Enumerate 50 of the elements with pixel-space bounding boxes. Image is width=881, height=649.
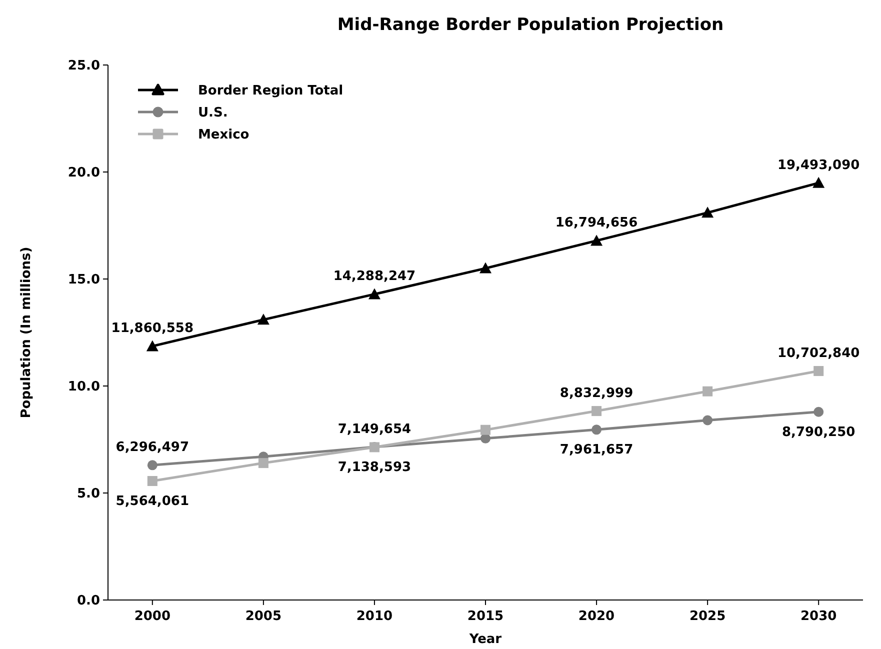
point [702, 386, 713, 396]
point [814, 406, 824, 417]
point [480, 262, 492, 274]
annotation: 8,832,999 [560, 386, 634, 402]
annotation: 11,860,558 [111, 321, 194, 336]
point [480, 424, 490, 435]
legend-label: Mexico [198, 128, 250, 143]
annotation: 19,493,090 [777, 158, 860, 173]
y-axis-title: Population (In millions) [19, 246, 34, 418]
y-tick-label: 10.0 [68, 380, 100, 395]
point [590, 234, 603, 246]
x-tick-label: 2025 [689, 609, 726, 624]
point [146, 340, 158, 352]
legend-entry: Mexico [136, 128, 250, 143]
point [368, 288, 380, 300]
x-tick-label: 2000 [134, 609, 171, 624]
annotation: 5,564,061 [116, 494, 190, 510]
point [702, 206, 714, 218]
point [147, 476, 158, 486]
point [592, 424, 602, 435]
point [702, 415, 713, 426]
y-tick-label: 20.0 [68, 166, 100, 181]
x-tick-label: 2005 [245, 609, 282, 624]
legend-label: Border Region Total [198, 84, 344, 99]
annotation: 8,790,250 [782, 424, 856, 440]
y-tick-label: 5.0 [76, 486, 100, 502]
y-tick-label: 25.0 [68, 58, 100, 74]
legend-label: U.S. [198, 106, 228, 121]
annotation: 16,794,656 [555, 216, 638, 231]
annotation: 7,149,654 [338, 422, 412, 437]
annotation: 10,702,840 [777, 346, 860, 362]
x-tick-label: 2030 [800, 609, 837, 624]
annotation: 7,961,657 [560, 442, 634, 458]
x-axis-title: Year [468, 632, 502, 647]
chart-title: Mid-Range Border Population Projection [337, 15, 724, 35]
y-tick-label: 0.0 [76, 594, 100, 609]
point [812, 176, 825, 188]
annotation: 7,138,593 [338, 460, 412, 476]
y-tick-label: 15.0 [68, 272, 100, 288]
x-tick-label: 2010 [356, 609, 393, 624]
point [592, 406, 602, 416]
annotation: 6,296,497 [116, 440, 190, 456]
point [814, 366, 824, 376]
x-tick-label: 2015 [467, 609, 504, 624]
point [147, 460, 158, 470]
annotation: 14,288,247 [333, 269, 416, 284]
x-tick-label: 2020 [578, 609, 615, 624]
point [258, 458, 268, 468]
legend-entry: U.S. [136, 106, 228, 121]
point [257, 314, 270, 325]
